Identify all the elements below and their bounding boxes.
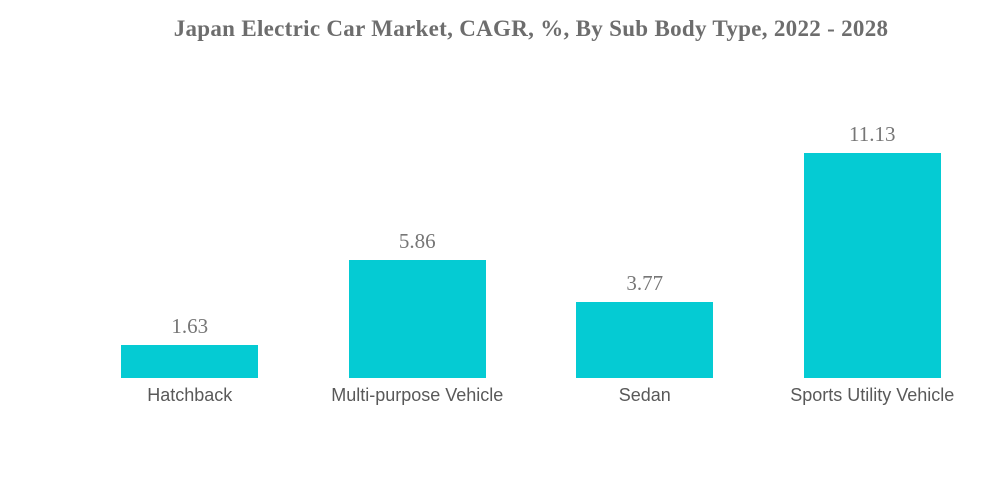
bar-column: 3.77 <box>531 48 759 378</box>
category-label: Sports Utility Vehicle <box>790 385 955 405</box>
bar-column: 11.13 <box>759 48 987 378</box>
category-axis: Hatchback Multi-purpose Vehicle Sedan Sport… <box>76 385 986 406</box>
bar <box>348 260 486 378</box>
bar-column: 1.63 <box>76 48 304 378</box>
bar <box>121 345 259 378</box>
plot-area: Japan Electric Car Market, CAGR, %, By S… <box>76 0 986 483</box>
bar-value-label: 3.77 <box>626 270 664 295</box>
bar-value-label: 5.86 <box>398 228 436 253</box>
bar-value-label: 11.13 <box>849 121 896 146</box>
bar <box>803 153 941 378</box>
bars-row: 1.63 5.86 3.77 11.13 <box>76 48 986 378</box>
bar <box>576 302 714 378</box>
chart-title: Japan Electric Car Market, CAGR, %, By S… <box>173 16 889 41</box>
bar-value-label: 1.63 <box>171 313 209 338</box>
bar-column: 5.86 <box>304 48 532 378</box>
category-label: Sedan <box>618 385 671 405</box>
category-label: Hatchback <box>147 385 233 405</box>
category-label: Multi-purpose Vehicle <box>331 385 504 405</box>
